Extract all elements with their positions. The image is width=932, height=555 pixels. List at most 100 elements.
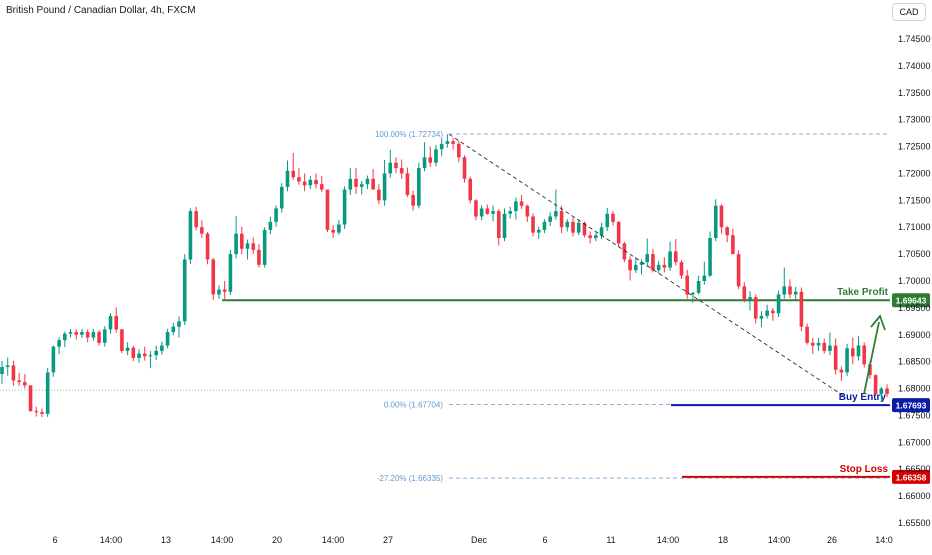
level-price-box (892, 398, 930, 413)
time-axis: 6 14:00 13 14:00 20 14:00 27 Dec 6 11 14:00 18 14:00… (52, 535, 892, 545)
candle-body (23, 382, 27, 386)
x-tick-label: 18 (718, 535, 728, 545)
candle-body (222, 289, 227, 292)
candle-body (799, 291, 804, 327)
candle-body (17, 380, 21, 383)
candle-body (611, 213, 615, 222)
candle-body (428, 157, 433, 163)
candle-body (839, 369, 844, 373)
y-tick-label: 1.73000 (898, 115, 931, 125)
candle-body (314, 179, 318, 185)
candle-body (873, 375, 878, 394)
candle-body (422, 157, 427, 169)
candle-body (457, 143, 461, 158)
candle-body (337, 224, 341, 233)
candle-body (479, 208, 484, 217)
level-price-label: 1.67693 (896, 401, 927, 411)
y-tick-label: 1.68000 (898, 384, 931, 394)
candle-body (788, 286, 792, 295)
x-tick-label: 14:00 (211, 535, 234, 545)
fibonacci-lines: 100.00% (1.72734) 0.00% (1.67704) -27.20% … (0, 130, 890, 483)
candle-body (108, 315, 113, 330)
candle-body (28, 385, 33, 412)
candle-body (165, 332, 170, 346)
y-tick-label: 1.72000 (898, 168, 931, 178)
candle-body (228, 254, 233, 292)
candle-body (519, 201, 524, 206)
candle-body (411, 194, 415, 206)
candle-body (405, 173, 410, 195)
y-tick-label: 1.70000 (898, 276, 931, 286)
x-tick-label: 20 (272, 535, 282, 545)
candle-body (753, 297, 758, 319)
candle-body (525, 205, 530, 217)
candle-body (257, 249, 261, 265)
candle-body (822, 342, 827, 351)
candle-body (182, 259, 187, 322)
x-tick-label: 6 (542, 535, 547, 545)
candle-body (782, 286, 787, 295)
candle-body (548, 216, 552, 222)
level-label: Stop Loss (840, 464, 889, 475)
candle-body (759, 315, 764, 319)
candle-body (845, 348, 849, 373)
candle-body (382, 173, 387, 201)
candle-body (828, 345, 832, 351)
x-tick-label: 26 (827, 535, 837, 545)
candle-body (588, 235, 592, 238)
y-tick-label: 1.67500 (898, 410, 931, 420)
candle-body (91, 332, 96, 338)
candle-body (616, 221, 621, 244)
candle-body (434, 149, 438, 163)
candle-body (171, 326, 176, 333)
fib-label: 0.00% (1.67704) (384, 400, 443, 409)
candle-body (354, 178, 358, 187)
x-tick-label: 14:00 (100, 535, 123, 545)
fib-label: 100.00% (1.72734) (375, 130, 443, 139)
candle-body (63, 333, 67, 341)
candle-body (68, 332, 73, 334)
candle-body (656, 264, 661, 271)
candle-body (485, 208, 490, 214)
candle-body (748, 297, 752, 300)
y-tick-label: 1.69500 (898, 303, 931, 313)
candle-body (765, 310, 769, 316)
arrow-shaft (863, 321, 880, 395)
candle-body (394, 162, 398, 169)
candle-body (137, 353, 141, 358)
candle-body (496, 211, 501, 238)
y-tick-label: 1.70500 (898, 249, 931, 259)
candle-body (319, 184, 324, 190)
level-label: Buy Entry (839, 392, 887, 403)
candle-body (177, 321, 181, 327)
candle-body (142, 353, 147, 357)
level-price-box (892, 293, 930, 308)
x-tick-label: Dec (471, 535, 488, 545)
candle-body (639, 262, 644, 265)
candle-body (114, 315, 118, 330)
y-tick-label: 1.68500 (898, 357, 931, 367)
candle-body (188, 211, 193, 260)
candle-body (685, 275, 689, 295)
candle-body (850, 348, 855, 357)
candle-body (474, 200, 478, 217)
x-tick-label: 13 (161, 535, 171, 545)
candle-body (34, 411, 39, 413)
trendline (448, 133, 844, 396)
candle-body (451, 141, 455, 144)
currency-button[interactable]: CAD (892, 3, 926, 21)
fib-label: -27.20% (1.66335) (377, 474, 444, 483)
candle-body (708, 237, 712, 276)
candle-body (491, 211, 495, 214)
price-axis: 1.74500 1.74000 1.73500 1.73000 1.72500 1.720… (898, 34, 931, 528)
candle-body (148, 355, 153, 357)
trade-levels: Take Profit 1.69643 Buy Entry 1.67693 Stop L… (222, 287, 930, 484)
candle-body (605, 213, 610, 228)
y-tick-label: 1.71500 (898, 195, 931, 205)
candle-body (673, 251, 678, 263)
level-price-label: 1.66358 (896, 472, 927, 482)
candle-body (279, 186, 284, 209)
candles (0, 134, 889, 418)
